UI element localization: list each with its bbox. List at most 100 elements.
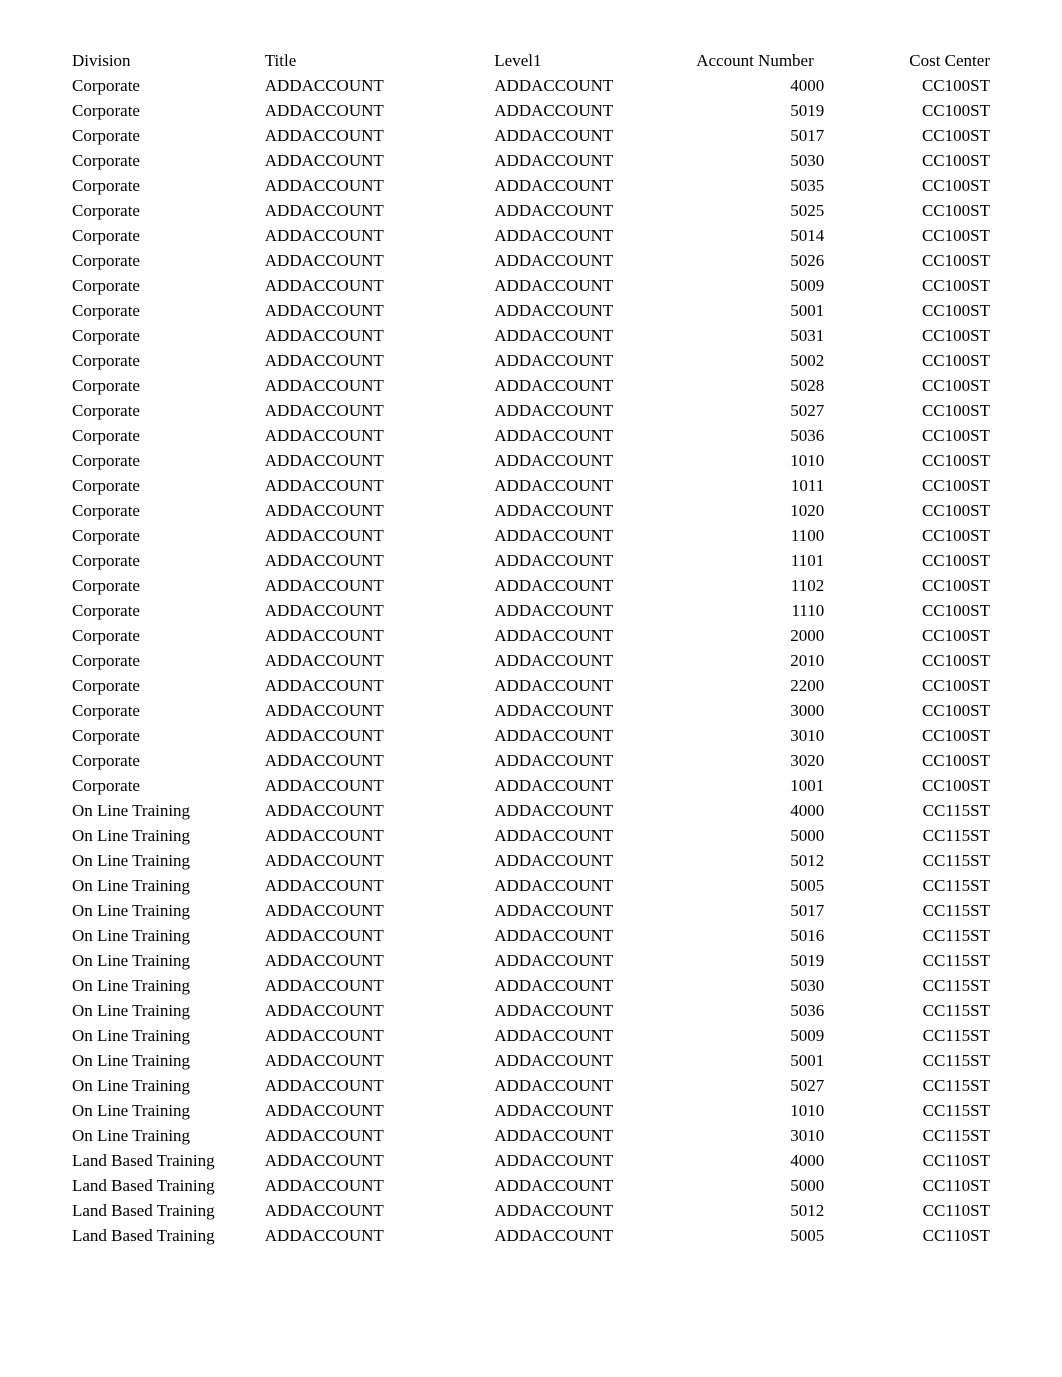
cell-cost-center: CC100ST xyxy=(852,98,990,123)
cell-account-number: 4000 xyxy=(696,798,852,823)
cell-title: ADDACCOUNT xyxy=(265,923,495,948)
cell-title: ADDACCOUNT xyxy=(265,648,495,673)
cell-cost-center: CC115ST xyxy=(852,1098,990,1123)
table-row: CorporateADDACCOUNTADDACCOUNT5035CC100ST xyxy=(72,173,990,198)
col-header-account-number: Account Number xyxy=(696,48,852,73)
cell-division: On Line Training xyxy=(72,923,265,948)
col-header-title: Title xyxy=(265,48,495,73)
table-body: CorporateADDACCOUNTADDACCOUNT4000CC100ST… xyxy=(72,73,990,1248)
cell-account-number: 4000 xyxy=(696,73,852,98)
cell-title: ADDACCOUNT xyxy=(265,498,495,523)
cell-division: Corporate xyxy=(72,623,265,648)
cell-cost-center: CC100ST xyxy=(852,698,990,723)
cell-cost-center: CC115ST xyxy=(852,948,990,973)
cell-cost-center: CC115ST xyxy=(852,1048,990,1073)
cell-account-number: 5030 xyxy=(696,973,852,998)
cell-division: Corporate xyxy=(72,773,265,798)
cell-cost-center: CC115ST xyxy=(852,1023,990,1048)
table-row: CorporateADDACCOUNTADDACCOUNT5009CC100ST xyxy=(72,273,990,298)
cell-title: ADDACCOUNT xyxy=(265,748,495,773)
cell-account-number: 4000 xyxy=(696,1148,852,1173)
table-row: On Line TrainingADDACCOUNTADDACCOUNT5027… xyxy=(72,1073,990,1098)
cell-division: Corporate xyxy=(72,648,265,673)
cell-division: On Line Training xyxy=(72,973,265,998)
cell-level1: ADDACCOUNT xyxy=(494,723,696,748)
table-row: CorporateADDACCOUNTADDACCOUNT1102CC100ST xyxy=(72,573,990,598)
cell-cost-center: CC100ST xyxy=(852,348,990,373)
cell-title: ADDACCOUNT xyxy=(265,123,495,148)
table-row: CorporateADDACCOUNTADDACCOUNT5027CC100ST xyxy=(72,398,990,423)
cell-division: Land Based Training xyxy=(72,1148,265,1173)
cell-title: ADDACCOUNT xyxy=(265,1198,495,1223)
cell-account-number: 5027 xyxy=(696,398,852,423)
cell-cost-center: CC100ST xyxy=(852,673,990,698)
cell-level1: ADDACCOUNT xyxy=(494,123,696,148)
cell-cost-center: CC100ST xyxy=(852,398,990,423)
cell-title: ADDACCOUNT xyxy=(265,573,495,598)
cell-level1: ADDACCOUNT xyxy=(494,798,696,823)
cell-title: ADDACCOUNT xyxy=(265,298,495,323)
table-row: CorporateADDACCOUNTADDACCOUNT1011CC100ST xyxy=(72,473,990,498)
table-row: Land Based TrainingADDACCOUNTADDACCOUNT4… xyxy=(72,1148,990,1173)
cell-level1: ADDACCOUNT xyxy=(494,998,696,1023)
table-row: Land Based TrainingADDACCOUNTADDACCOUNT5… xyxy=(72,1198,990,1223)
cell-cost-center: CC115ST xyxy=(852,873,990,898)
cell-division: Corporate xyxy=(72,473,265,498)
cell-cost-center: CC100ST xyxy=(852,573,990,598)
col-header-cost-center: Cost Center xyxy=(852,48,990,73)
cell-level1: ADDACCOUNT xyxy=(494,298,696,323)
table-row: CorporateADDACCOUNTADDACCOUNT1110CC100ST xyxy=(72,598,990,623)
table-row: CorporateADDACCOUNTADDACCOUNT3010CC100ST xyxy=(72,723,990,748)
cell-cost-center: CC115ST xyxy=(852,848,990,873)
cell-cost-center: CC110ST xyxy=(852,1173,990,1198)
cell-account-number: 5028 xyxy=(696,373,852,398)
cell-cost-center: CC100ST xyxy=(852,323,990,348)
cell-level1: ADDACCOUNT xyxy=(494,1048,696,1073)
cell-account-number: 5009 xyxy=(696,273,852,298)
table-row: On Line TrainingADDACCOUNTADDACCOUNT5017… xyxy=(72,898,990,923)
cell-account-number: 5012 xyxy=(696,1198,852,1223)
cell-cost-center: CC100ST xyxy=(852,148,990,173)
cell-cost-center: CC100ST xyxy=(852,373,990,398)
cell-level1: ADDACCOUNT xyxy=(494,1223,696,1248)
cell-title: ADDACCOUNT xyxy=(265,1023,495,1048)
cell-level1: ADDACCOUNT xyxy=(494,173,696,198)
cell-division: On Line Training xyxy=(72,798,265,823)
cell-division: Corporate xyxy=(72,348,265,373)
table-row: CorporateADDACCOUNTADDACCOUNT1001CC100ST xyxy=(72,773,990,798)
cell-account-number: 1100 xyxy=(696,523,852,548)
cell-account-number: 5001 xyxy=(696,1048,852,1073)
cell-level1: ADDACCOUNT xyxy=(494,348,696,373)
table-row: On Line TrainingADDACCOUNTADDACCOUNT4000… xyxy=(72,798,990,823)
cell-cost-center: CC100ST xyxy=(852,423,990,448)
cell-cost-center: CC100ST xyxy=(852,448,990,473)
cell-division: Land Based Training xyxy=(72,1173,265,1198)
cell-division: Corporate xyxy=(72,73,265,98)
cell-division: Corporate xyxy=(72,123,265,148)
cell-level1: ADDACCOUNT xyxy=(494,448,696,473)
cell-account-number: 5036 xyxy=(696,423,852,448)
cell-title: ADDACCOUNT xyxy=(265,323,495,348)
table-row: CorporateADDACCOUNTADDACCOUNT1101CC100ST xyxy=(72,548,990,573)
cell-level1: ADDACCOUNT xyxy=(494,1098,696,1123)
cell-division: On Line Training xyxy=(72,898,265,923)
cell-division: Corporate xyxy=(72,298,265,323)
cell-title: ADDACCOUNT xyxy=(265,848,495,873)
cell-division: Corporate xyxy=(72,523,265,548)
cell-account-number: 1020 xyxy=(696,498,852,523)
cell-account-number: 5001 xyxy=(696,298,852,323)
table-row: CorporateADDACCOUNTADDACCOUNT1020CC100ST xyxy=(72,498,990,523)
cell-division: Corporate xyxy=(72,148,265,173)
cell-account-number: 1001 xyxy=(696,773,852,798)
cell-cost-center: CC100ST xyxy=(852,298,990,323)
cell-cost-center: CC115ST xyxy=(852,1073,990,1098)
cell-division: Corporate xyxy=(72,398,265,423)
cell-cost-center: CC100ST xyxy=(852,73,990,98)
table-row: On Line TrainingADDACCOUNTADDACCOUNT1010… xyxy=(72,1098,990,1123)
cell-division: On Line Training xyxy=(72,823,265,848)
cell-account-number: 3020 xyxy=(696,748,852,773)
cell-cost-center: CC100ST xyxy=(852,598,990,623)
table-row: CorporateADDACCOUNTADDACCOUNT2000CC100ST xyxy=(72,623,990,648)
cell-cost-center: CC115ST xyxy=(852,1123,990,1148)
cell-level1: ADDACCOUNT xyxy=(494,323,696,348)
